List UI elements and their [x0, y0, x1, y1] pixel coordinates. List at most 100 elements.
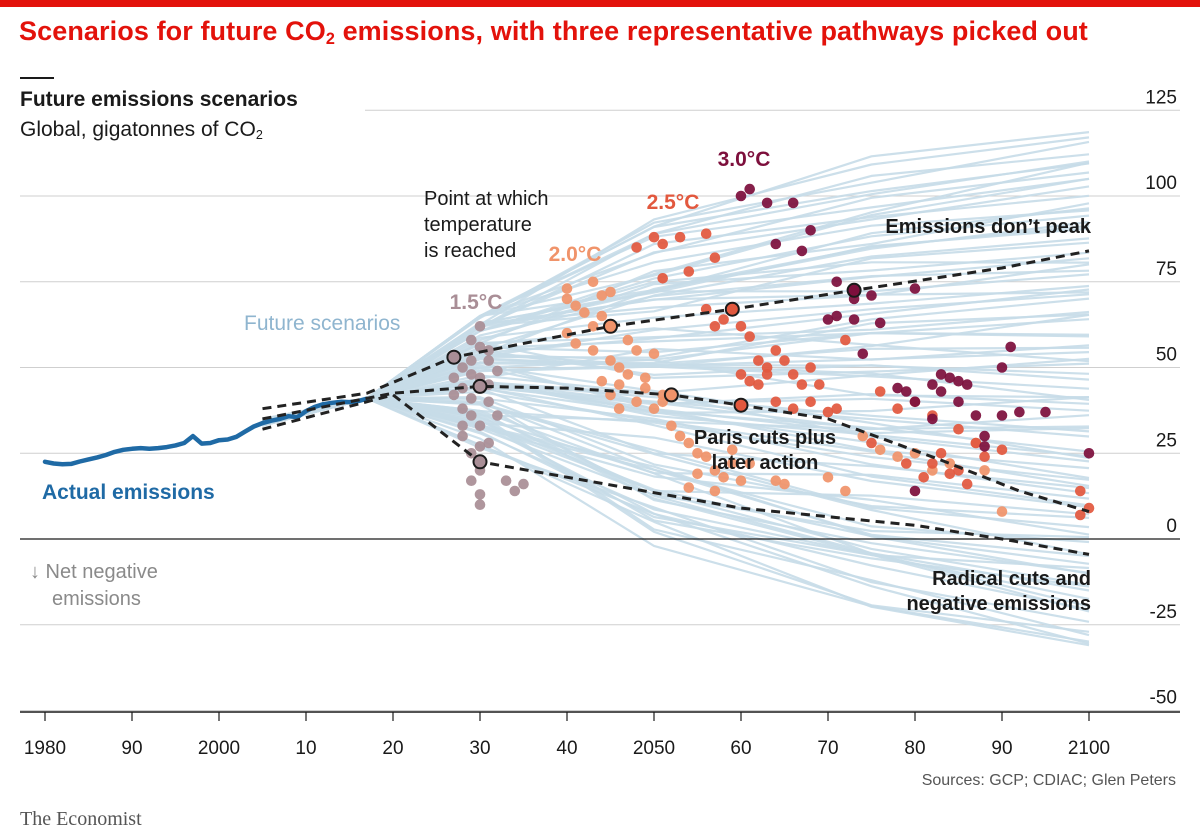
temperature-point	[840, 334, 851, 346]
temperature-point	[622, 369, 634, 380]
temperature-point	[596, 310, 608, 322]
temperature-point	[474, 499, 486, 511]
temperature-point	[935, 369, 947, 380]
temperature-point	[805, 225, 816, 236]
temperature-point	[918, 472, 929, 483]
x-tick-label: 80	[904, 738, 925, 759]
temperature-point	[683, 482, 695, 493]
pathway-marker	[846, 282, 862, 298]
temperature-point	[796, 379, 808, 390]
temperature-point	[457, 403, 468, 415]
x-tick-label: 70	[817, 738, 838, 759]
temperature-point	[909, 283, 921, 294]
temperature-point	[457, 420, 468, 432]
x-tick-label: 60	[730, 738, 751, 759]
temperature-point	[605, 355, 616, 366]
temperature-point	[996, 362, 1008, 373]
paris-label: later action	[712, 452, 819, 474]
temperature-point	[718, 472, 729, 483]
temperature-point	[700, 228, 712, 239]
temperature-point	[587, 345, 599, 356]
temperature-point	[944, 372, 956, 384]
temperature-point	[831, 403, 842, 415]
temperature-point	[474, 420, 486, 432]
pathway-marker	[472, 378, 488, 394]
temperature-point	[770, 396, 782, 408]
x-tick-label: 10	[295, 738, 316, 759]
brand-logo: The Economist	[20, 808, 142, 830]
temperature-point	[1005, 341, 1016, 353]
temperature-point	[892, 382, 903, 394]
temperature-point	[483, 437, 495, 449]
pathway-marker	[663, 387, 679, 403]
y-tick-label: -50	[1150, 688, 1177, 709]
chart-subtitle: Global, gigatonnes of CO2	[20, 118, 263, 143]
temperature-point	[613, 362, 625, 373]
temperature-point	[700, 451, 712, 463]
temperature-point	[735, 369, 747, 380]
pathway-marker	[472, 454, 488, 470]
temperature-point	[683, 437, 695, 449]
x-tick-label: 20	[382, 738, 403, 759]
temperature-point	[666, 420, 677, 432]
temperature-point	[483, 355, 495, 366]
x-tick-label: 90	[991, 738, 1012, 759]
net-negative-label: emissions	[52, 588, 141, 610]
temperature-point	[1075, 485, 1086, 497]
temperature-point	[692, 448, 703, 459]
temperature-point	[692, 468, 703, 480]
temperature-point	[570, 300, 581, 312]
future-scenarios-label: Future scenarios	[244, 312, 400, 335]
temperature-point	[761, 197, 773, 209]
temperature-point	[735, 475, 747, 487]
temperature-point	[831, 276, 842, 288]
temperature-point	[935, 386, 947, 397]
temperature-point	[613, 379, 625, 390]
temperature-label-t20: 2.0°C	[549, 243, 602, 266]
temperature-point	[770, 238, 782, 250]
temperature-point	[727, 458, 738, 469]
temperature-point	[587, 321, 599, 332]
temperature-point	[657, 238, 668, 250]
temperature-point	[570, 338, 581, 349]
x-axis: 1980 90 2000 10 20 30 40 2050 60 70 80 90 2100	[20, 711, 1180, 759]
temperature-point	[648, 403, 660, 415]
temperature-point	[509, 485, 521, 497]
temperature-point	[518, 478, 529, 490]
temperature-point	[474, 441, 486, 452]
temperature-point	[944, 468, 956, 480]
title-rule	[20, 77, 54, 79]
temperature-point	[474, 341, 486, 353]
temperature-label-t25: 2.5°C	[647, 191, 700, 214]
y-tick-label: 100	[1145, 173, 1177, 194]
pathway-marker	[724, 301, 740, 317]
temperature-point	[787, 197, 799, 209]
temperature-point	[709, 321, 721, 332]
temperature-point	[970, 410, 982, 421]
temperature-point	[892, 451, 903, 463]
temperature-point	[874, 317, 886, 329]
temperature-point	[448, 389, 460, 401]
temperature-point	[814, 379, 825, 390]
paris-label: Paris cuts plus	[694, 427, 836, 449]
temperature-point	[474, 489, 486, 500]
temperature-point	[822, 472, 834, 483]
temperature-point	[805, 396, 816, 408]
x-tick-label: 30	[469, 738, 490, 759]
temperature-point	[927, 379, 938, 390]
temperature-point	[492, 365, 503, 377]
pathway-line	[262, 249, 1090, 411]
temperature-point	[492, 410, 503, 421]
temperature-point	[996, 506, 1008, 517]
chart-title: Future emissions scenarios	[20, 88, 298, 111]
temperature-point	[979, 430, 990, 442]
temperature-point	[996, 444, 1008, 456]
temperature-point	[631, 345, 642, 356]
temperature-point	[718, 314, 729, 325]
x-tick-label: 2000	[198, 738, 240, 759]
temperature-point	[605, 286, 616, 298]
temperature-point	[744, 375, 755, 387]
headline: Scenarios for future CO2 emissions, with…	[19, 16, 1088, 49]
temperature-point	[466, 393, 477, 404]
